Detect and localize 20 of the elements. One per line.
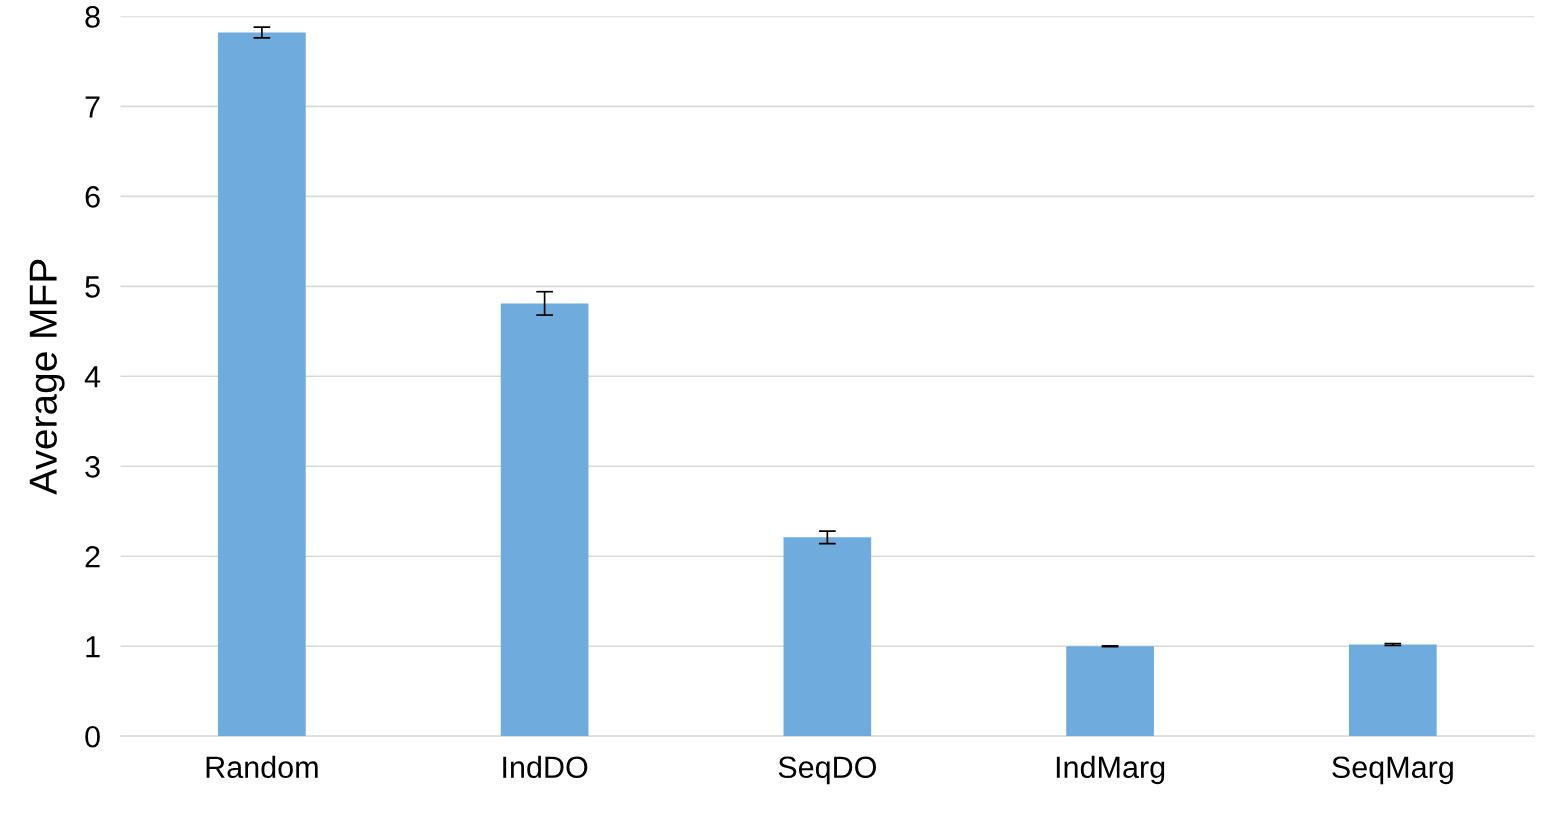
- bar: [1066, 646, 1154, 737]
- y-tick-label: 5: [85, 276, 100, 298]
- y-tick-label: 7: [85, 96, 100, 118]
- bar: [783, 537, 872, 737]
- x-tick-label: SeqDO: [778, 756, 876, 785]
- y-tick-label: 4: [84, 366, 101, 388]
- bar: [500, 303, 589, 737]
- y-tick-label: 0: [85, 725, 100, 748]
- bar: [218, 32, 306, 737]
- y-tick-label: 1: [86, 636, 100, 658]
- y-tick-label: 8: [85, 6, 100, 28]
- x-tick-label: Random: [206, 755, 318, 779]
- bar: [1348, 644, 1437, 737]
- y-axis-title: Average MFP: [29, 259, 65, 495]
- x-tick-label: IndMarg: [1056, 755, 1165, 785]
- x-tick-label: IndDO: [503, 755, 588, 779]
- y-tick-label: 2: [85, 545, 100, 568]
- y-tick-label: 3: [85, 456, 100, 478]
- x-tick-label: SeqMarg: [1332, 756, 1453, 785]
- y-tick-label: 6: [85, 186, 100, 208]
